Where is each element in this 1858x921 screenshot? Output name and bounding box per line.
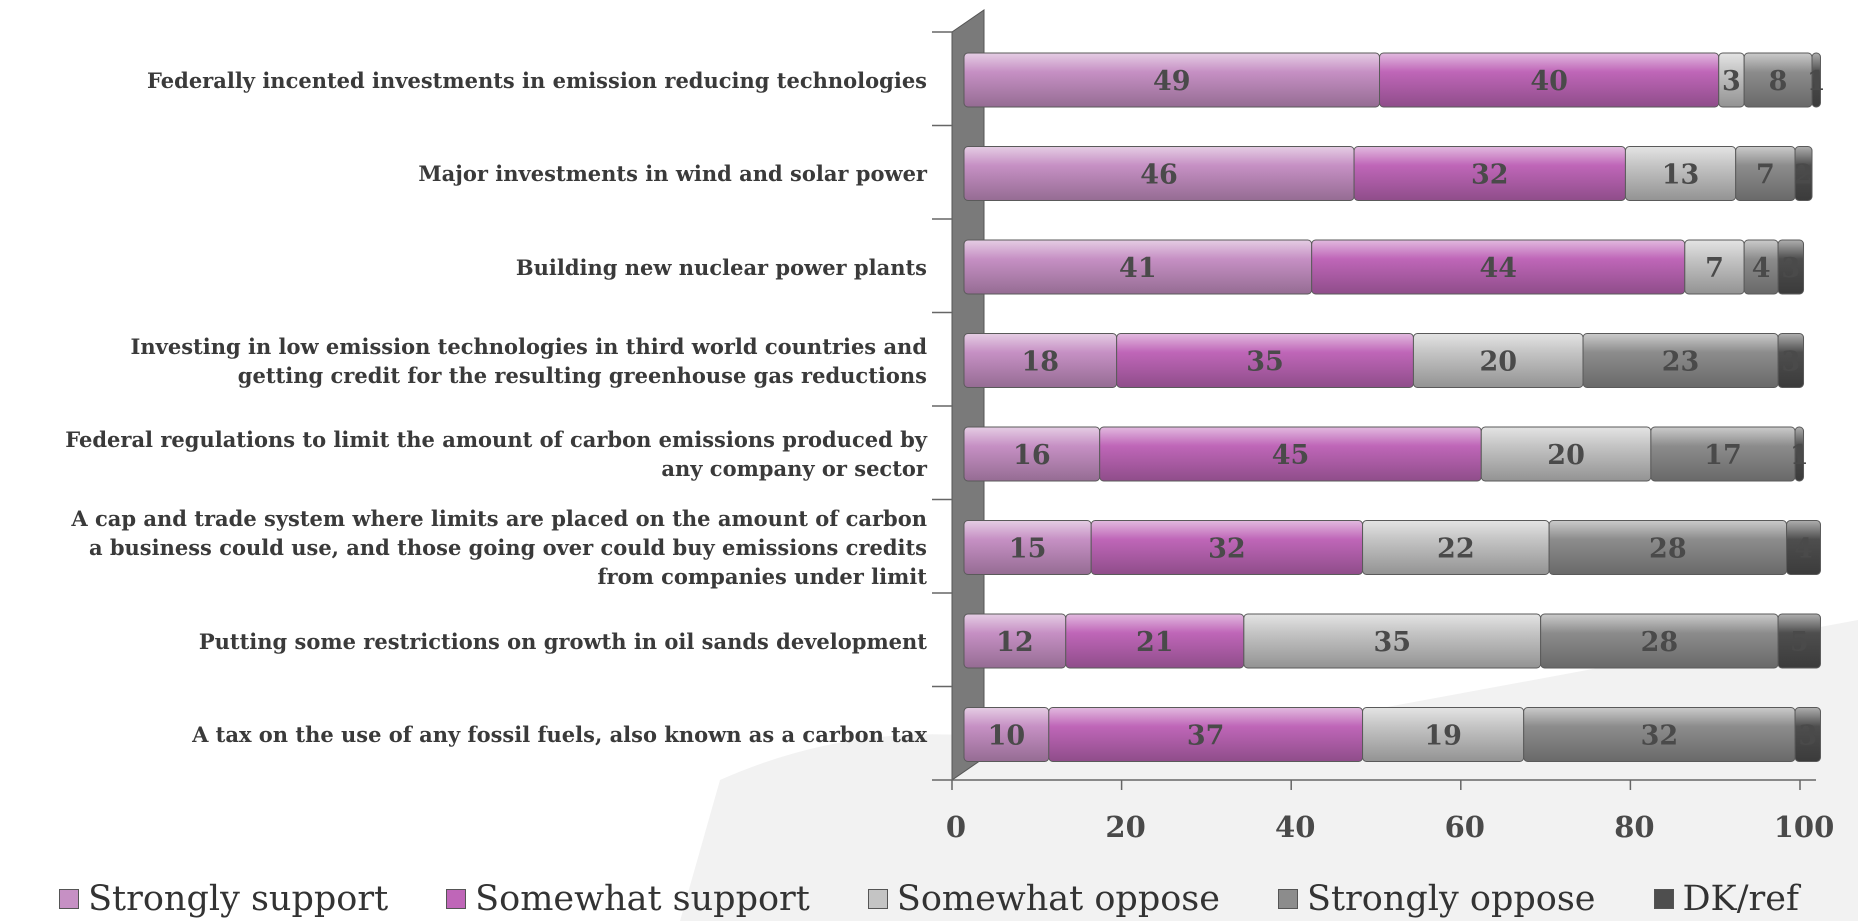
bar-value-label: 3 (1722, 66, 1741, 97)
x-tick-label: 0 (946, 810, 966, 844)
bar-value-label: 23 (1662, 347, 1700, 378)
legend: Strongly support Somewhat support Somewhat… (0, 876, 1858, 921)
x-tick-label: 80 (1614, 810, 1654, 844)
bar-value-label: 32 (1471, 160, 1509, 191)
legend-label: DK/ref (1682, 878, 1799, 919)
bar-value-label: 35 (1373, 627, 1411, 658)
bar-value-label: 17 (1704, 440, 1742, 471)
bar-value-label: 28 (1641, 627, 1679, 658)
bar-value-label: 12 (996, 627, 1034, 658)
bar-segment-dk-ref (1794, 426, 1805, 482)
legend-item: Somewhat support (446, 879, 810, 919)
category-label: A tax on the use of any fossil fuels, al… (192, 722, 927, 747)
bar-segment-dk-ref (1811, 52, 1821, 108)
side-wall (951, 9, 985, 781)
bar-value-label: 8 (1769, 66, 1788, 97)
legend-swatch (1653, 888, 1674, 909)
legend-label: Strongly oppose (1306, 878, 1596, 919)
bar-value-label: 4 (1794, 534, 1813, 565)
bar-value-label: 35 (1246, 347, 1284, 378)
bar-segment-dk-ref (1777, 333, 1805, 388)
x-tick-label: 20 (1105, 810, 1145, 844)
bar-value-label: 22 (1437, 534, 1475, 565)
legend-item: Strongly oppose (1277, 878, 1596, 919)
bar-segment-dk-ref (1794, 146, 1813, 201)
legend-swatch (446, 888, 467, 909)
bar-value-label: 5 (1790, 627, 1809, 658)
category-label: Building new nuclear power plants (515, 254, 927, 280)
bar-segment-dk-ref (1777, 239, 1805, 295)
legend-item: DK/ref (1653, 878, 1799, 919)
legend-swatch (59, 888, 80, 909)
category-label: Federal regulations to limit the amount … (65, 427, 927, 481)
legend-item: Strongly support (59, 879, 388, 919)
legend-label: Strongly support (88, 878, 389, 919)
bar-value-label: 45 (1272, 440, 1310, 471)
bar-value-label: 3 (1781, 347, 1800, 378)
bar-value-label: 28 (1649, 534, 1687, 565)
legend-swatch (1277, 888, 1298, 909)
bar-segment-dk-ref (1777, 613, 1821, 669)
bar-value-label: 16 (1013, 440, 1051, 471)
bar-value-label: 4 (1752, 253, 1771, 284)
x-tick-label: 60 (1445, 810, 1485, 844)
bar-value-label: 32 (1208, 534, 1246, 565)
bar-value-label: 1 (1807, 66, 1826, 97)
bar-value-label: 20 (1547, 440, 1585, 471)
bar-value-label: 1 (1790, 440, 1809, 471)
bar-value-label: 10 (988, 721, 1026, 752)
bar-value-label: 3 (1781, 253, 1800, 284)
legend-label: Somewhat oppose (896, 878, 1220, 919)
bar-value-label: 18 (1022, 347, 1060, 378)
bar-value-label: 21 (1136, 627, 1174, 658)
bar-value-label: 37 (1187, 721, 1225, 752)
bar-value-label: 2 (1794, 160, 1813, 191)
legend-label: Somewhat support (475, 878, 810, 919)
x-tick-label: 100 (1774, 810, 1835, 844)
bar-segment-dk-ref (1794, 707, 1821, 762)
bar-value-label: 7 (1705, 253, 1724, 284)
bar-value-label: 40 (1530, 66, 1568, 97)
legend-item: Somewhat oppose (867, 878, 1220, 919)
bar-value-label: 32 (1641, 721, 1679, 752)
category-label: Putting some restrictions on growth in o… (198, 628, 927, 654)
bar-value-label: 41 (1119, 253, 1157, 284)
bar-value-label: 20 (1479, 347, 1517, 378)
category-label: Federally incented investments in emissi… (147, 67, 927, 93)
bar-value-label: 13 (1662, 160, 1700, 191)
bar-value-label: 19 (1424, 721, 1462, 752)
legend-swatch (867, 888, 888, 909)
bar-value-label: 46 (1140, 160, 1178, 191)
x-tick-label: 40 (1275, 810, 1315, 844)
bar-segment-dk-ref (1786, 520, 1821, 575)
bar-value-label: 3 (1798, 721, 1817, 752)
bar-value-label: 15 (1009, 534, 1047, 565)
category-label: Investing in low emission technologies i… (130, 333, 927, 388)
bar-value-label: 7 (1756, 160, 1775, 191)
category-label: Major investments in wind and solar powe… (418, 161, 927, 186)
bar-value-label: 44 (1479, 253, 1517, 284)
bar-value-label: 49 (1153, 66, 1191, 97)
category-label: A cap and trade system where limits are … (71, 506, 927, 589)
